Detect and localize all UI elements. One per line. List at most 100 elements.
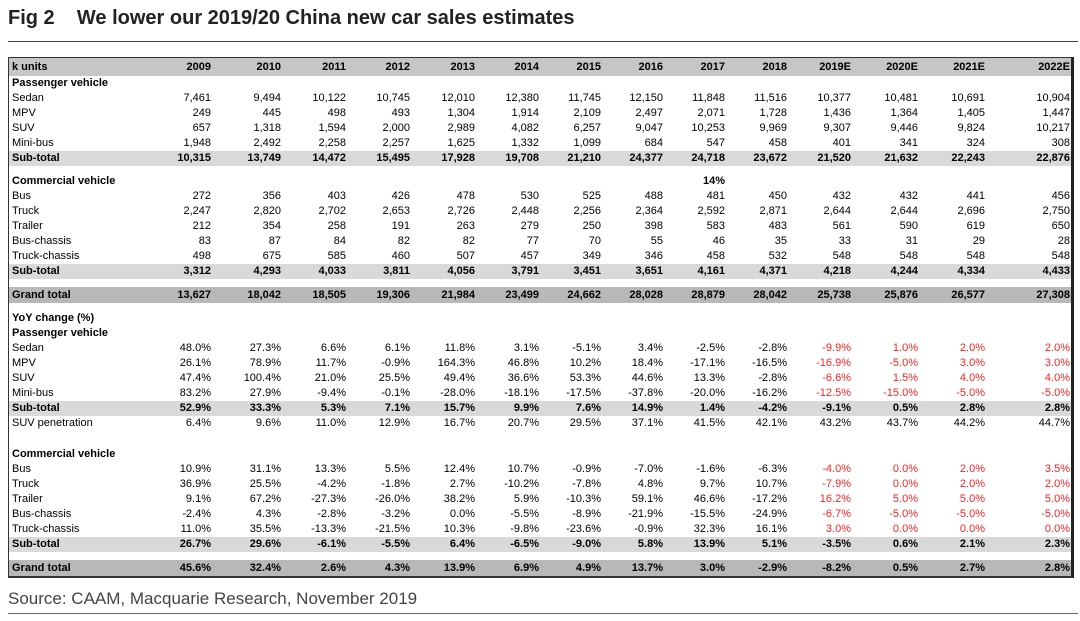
cell-value [986,166,1071,174]
cell-value: -9.0% [540,537,602,552]
cell-value: 16.2% [819,493,851,505]
cell-value: 0.5% [852,560,919,576]
cell-value [726,326,788,341]
cell-value: 10.7% [755,478,787,490]
cell-value [540,326,602,341]
cell-value: 67.2% [249,493,281,505]
cell-value: -3.2% [381,508,410,520]
cell-value: 82 [462,235,475,247]
cell-value [726,431,788,447]
cell-value: -9.1% [788,401,852,416]
cell-value [212,279,282,287]
column-header-2018: 2018 [726,58,788,76]
table-row: SUV 47.4% 100.4% 21.0% 25.5% 49.4% 36.6% 53.3% 4… [9,371,1071,386]
cell-value [664,326,726,341]
cell-value [146,174,212,189]
cell-value [540,447,602,462]
cell-value: 432 [899,190,918,202]
cell-value [411,303,476,311]
cell-value: 258 [327,220,346,232]
cell-value: 460 [391,250,410,262]
cell-value [602,431,664,447]
row-label: YoY change (%) [12,312,95,324]
cell-value [347,311,411,326]
row-label: Grand total [9,560,146,576]
cell-value [726,552,788,560]
column-header-2016: 2016 [602,58,664,76]
cell-value: 561 [832,220,851,232]
cell-value: -3.5% [788,537,852,552]
cell-value: 6.6% [320,342,346,354]
row-label: Grand total [9,287,146,303]
cell-value: 2,592 [697,205,725,217]
cell-value: -27.3% [311,493,346,505]
row-label: Sub-total [9,264,146,279]
cell-value: 2,702 [318,205,346,217]
cell-value [347,431,411,447]
cell-value [282,76,347,91]
cell-value [411,279,476,287]
cell-value: 2.0% [959,478,985,490]
heading-row: YoY change (%) [9,311,1071,326]
cell-value [476,279,540,287]
cell-value: 2.3% [986,537,1071,552]
cell-value: 398 [644,220,663,232]
cell-value [726,174,788,189]
cell-value: 3,312 [146,264,212,279]
cell-value: 46.6% [693,493,725,505]
cell-value [852,303,919,311]
spacer-row [9,552,1071,560]
cell-value: 583 [706,220,725,232]
cell-value: -2.8% [758,342,787,354]
cell-value [347,552,411,560]
cell-value: 1,914 [511,107,539,119]
cell-value: 11,745 [568,92,601,104]
cell-value: 13.9% [411,560,476,576]
cell-value: 11.0% [315,417,346,429]
cell-value: 46 [712,235,725,247]
cell-value: -20.0% [690,387,725,399]
cell-value: 2,256 [573,205,601,217]
cell-value: 478 [456,190,475,202]
cell-value [726,311,788,326]
cell-value [852,174,919,189]
cell-value: 4.3% [255,508,281,520]
cell-value: 25.5% [249,478,281,490]
cell-value [726,166,788,174]
cell-value: -5.5% [347,537,411,552]
cell-value: -4.0% [822,463,851,475]
cell-value: 2.7% [449,478,475,490]
cell-value [476,303,540,311]
cell-value [986,326,1071,341]
cell-value [726,447,788,462]
cell-value [919,76,986,91]
heading-row: Commercial vehicle [9,447,1071,462]
cell-value: 3.4% [637,342,663,354]
cell-value: 27.9% [249,387,281,399]
row-label [9,303,146,311]
column-header-2011: 2011 [282,58,347,76]
row-label: Mini-bus [12,387,54,399]
cell-value: 36.9% [179,478,211,490]
cell-value: 7.6% [540,401,602,416]
row-label [9,431,146,447]
cell-value: 279 [520,220,539,232]
cell-value: 547 [706,137,725,149]
table-row: Truck-chassis 11.0% 35.5% -13.3% -21.5% 10.3%… [9,522,1071,537]
cell-value [919,447,986,462]
cell-value: 3.1% [513,342,539,354]
cell-value: 7,461 [183,92,211,104]
column-header-2017: 2017 [664,58,726,76]
cell-value: 22,876 [986,151,1071,166]
table-row: Trailer 9.1% 67.2% -27.3% -26.0% 38.2% 5.9% -10… [9,492,1071,507]
cell-value [212,303,282,311]
cell-value: 1,332 [511,137,539,149]
row-label: Commercial vehicle [12,175,116,187]
cell-value [919,326,986,341]
table-row: Bus 272 356 403 426 478 530 525 488 481 450 432 432 4… [9,189,1071,204]
cell-value [788,447,852,462]
cell-value: 2,726 [447,205,475,217]
cell-value [986,76,1071,91]
cell-value [540,311,602,326]
cell-value [282,303,347,311]
